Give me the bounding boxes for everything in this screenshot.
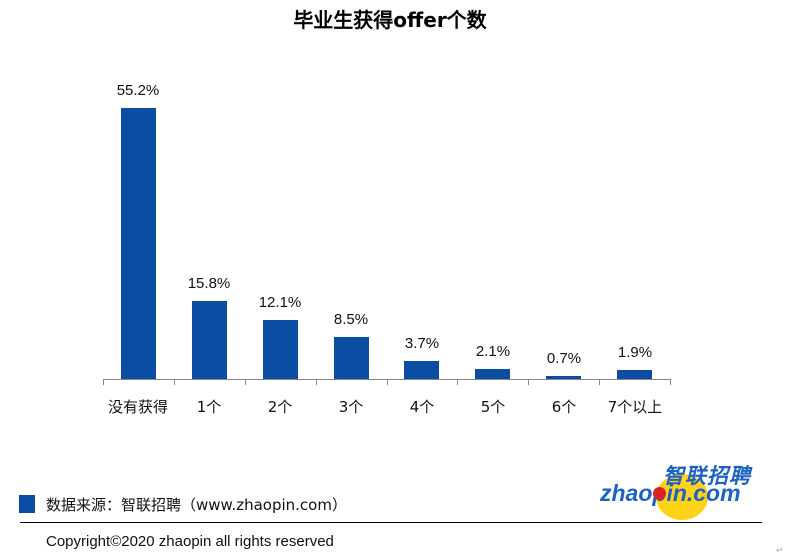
- category-label: 3个: [338, 398, 364, 416]
- bar-value-label: 3.7%: [404, 335, 440, 352]
- bar-value-label: 15.8%: [187, 275, 231, 292]
- bar-value-label: 1.9%: [617, 344, 653, 361]
- copyright-text: Copyright©2020 zhaopin all rights reserv…: [46, 533, 334, 550]
- bar: [121, 108, 156, 379]
- x-axis-tick: [245, 379, 246, 385]
- category-label: 没有获得: [107, 398, 168, 416]
- logo-english-text: zhaopin.com: [600, 480, 741, 506]
- bar: [617, 370, 652, 379]
- bar: [263, 320, 298, 379]
- x-axis: [103, 379, 670, 380]
- bar-value-label: 0.7%: [546, 350, 582, 367]
- category-label: 7个以上: [607, 398, 663, 416]
- x-axis-tick: [387, 379, 388, 385]
- data-source-text: 数据来源：智联招聘（www.zhaopin.com）: [46, 496, 347, 514]
- category-label: 6个: [551, 398, 577, 416]
- bar: [404, 361, 439, 379]
- bar-value-label: 12.1%: [258, 294, 302, 311]
- x-axis-tick: [599, 379, 600, 385]
- legend-swatch: [19, 495, 35, 513]
- bar-chart: 毕业生获得offer个数 55.2% 没有获得 15.8% 1个 12.1% 2个 8.5%…: [103, 8, 671, 416]
- category-label: 5个: [480, 398, 506, 416]
- bar-value-label: 55.2%: [116, 82, 160, 99]
- logo-red-dot-icon: [653, 487, 666, 500]
- x-axis-tick: [528, 379, 529, 385]
- x-axis-tick: [670, 379, 671, 385]
- logo-chinese-text: 智联招聘: [663, 464, 751, 488]
- category-label: 2个: [267, 398, 293, 416]
- x-axis-tick: [174, 379, 175, 385]
- zhaopin-logo: 智联招聘 zhaopin.com: [598, 462, 768, 520]
- paragraph-mark-icon: ↵: [776, 546, 784, 556]
- category-label: 1个: [196, 398, 222, 416]
- x-axis-tick: [103, 379, 104, 385]
- x-axis-tick: [457, 379, 458, 385]
- x-axis-tick: [316, 379, 317, 385]
- bar-value-label: 2.1%: [475, 343, 511, 360]
- bar-value-label: 8.5%: [333, 311, 369, 328]
- bar: [475, 369, 510, 379]
- bar: [334, 337, 369, 379]
- category-label: 4个: [409, 398, 435, 416]
- bar: [546, 376, 581, 379]
- chart-title: 毕业生获得offer个数: [293, 8, 487, 32]
- bar: [192, 301, 227, 379]
- footer-divider: [20, 522, 762, 523]
